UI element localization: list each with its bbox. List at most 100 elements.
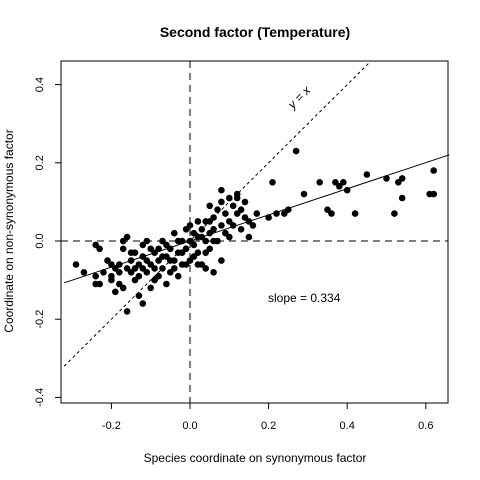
data-point bbox=[123, 308, 131, 315]
y-axis-label: Coordinate on non-synonymous factor bbox=[2, 129, 16, 332]
data-point bbox=[178, 249, 186, 256]
data-point bbox=[171, 229, 178, 237]
data-point bbox=[226, 233, 233, 241]
data-point bbox=[218, 222, 225, 229]
y-axis: -0.4 -0.2 0.0 0.2 0.4 bbox=[34, 77, 61, 407]
data-point bbox=[218, 186, 225, 194]
data-point bbox=[210, 226, 217, 233]
data-point bbox=[265, 214, 272, 221]
data-point bbox=[190, 253, 198, 260]
data-point bbox=[328, 210, 335, 217]
data-point bbox=[241, 198, 249, 206]
data-point bbox=[363, 171, 371, 178]
data-point bbox=[182, 261, 190, 268]
data-point bbox=[186, 222, 194, 229]
data-point bbox=[139, 253, 147, 260]
data-point bbox=[218, 198, 225, 206]
data-point bbox=[214, 206, 221, 213]
data-point bbox=[222, 210, 229, 217]
data-point bbox=[112, 265, 119, 272]
data-point bbox=[147, 245, 154, 253]
data-point bbox=[292, 147, 300, 155]
data-point bbox=[316, 179, 324, 186]
data-point bbox=[210, 237, 217, 245]
data-point bbox=[135, 292, 143, 300]
data-point bbox=[343, 186, 351, 194]
data-point bbox=[159, 253, 166, 260]
data-point bbox=[398, 194, 406, 202]
data-point bbox=[194, 218, 202, 225]
data-point bbox=[155, 245, 162, 253]
data-point bbox=[171, 265, 178, 272]
data-point bbox=[190, 241, 198, 249]
y-tick-label: 0.4 bbox=[34, 77, 46, 92]
data-point bbox=[198, 226, 206, 233]
data-point bbox=[351, 210, 359, 217]
data-point bbox=[198, 233, 206, 241]
slope-annotation: slope = 0.334 bbox=[268, 291, 341, 305]
data-point bbox=[127, 257, 135, 264]
data-point bbox=[245, 233, 253, 241]
data-point bbox=[123, 265, 131, 272]
data-point bbox=[340, 179, 347, 186]
data-point bbox=[72, 261, 80, 268]
data-point bbox=[119, 284, 127, 292]
data-point bbox=[229, 202, 237, 210]
data-point bbox=[100, 269, 107, 276]
y-tick-label: 0.2 bbox=[34, 155, 46, 170]
x-tick-label: 0.4 bbox=[340, 420, 355, 432]
data-point bbox=[233, 190, 241, 198]
data-point bbox=[167, 257, 174, 264]
data-point bbox=[174, 237, 182, 245]
data-point bbox=[143, 237, 151, 245]
data-point bbox=[218, 257, 225, 264]
data-point bbox=[202, 249, 209, 256]
data-point bbox=[139, 300, 147, 307]
data-point bbox=[123, 233, 131, 241]
data-point bbox=[245, 218, 253, 225]
data-point bbox=[285, 206, 292, 213]
y-tick-label: -0.2 bbox=[34, 310, 46, 329]
y-tick-label: -0.4 bbox=[34, 388, 46, 407]
data-point bbox=[273, 210, 280, 217]
data-point bbox=[80, 269, 88, 276]
x-axis: -0.2 0.0 0.2 0.4 0.6 bbox=[102, 403, 433, 432]
identity-line-label: y = x bbox=[284, 83, 313, 112]
data-point bbox=[206, 218, 213, 225]
data-point bbox=[131, 265, 139, 272]
identity-line bbox=[63, 60, 372, 367]
data-points bbox=[72, 147, 438, 315]
data-point bbox=[391, 210, 398, 217]
data-point bbox=[383, 175, 390, 182]
data-point bbox=[143, 257, 151, 264]
data-point bbox=[108, 276, 115, 284]
x-tick-label: 0.0 bbox=[182, 420, 197, 432]
data-point bbox=[226, 194, 233, 202]
data-point bbox=[206, 202, 213, 210]
data-point bbox=[163, 241, 170, 249]
data-point bbox=[430, 190, 438, 198]
data-point bbox=[430, 167, 438, 174]
data-point bbox=[194, 261, 202, 268]
data-point bbox=[163, 280, 170, 288]
data-point bbox=[112, 288, 119, 296]
data-point bbox=[92, 272, 99, 280]
data-point bbox=[96, 245, 103, 253]
x-tick-label: -0.2 bbox=[102, 420, 121, 432]
data-point bbox=[147, 284, 154, 292]
x-tick-label: 0.6 bbox=[418, 420, 433, 432]
chart-title: Second factor (Temperature) bbox=[160, 24, 350, 40]
plot-frame bbox=[60, 60, 449, 404]
data-point bbox=[398, 175, 406, 182]
data-point bbox=[96, 280, 103, 288]
reference-lines bbox=[61, 61, 448, 403]
data-point bbox=[202, 265, 209, 272]
data-point bbox=[249, 222, 257, 229]
data-point bbox=[210, 269, 217, 276]
data-point bbox=[300, 190, 308, 198]
data-point bbox=[151, 265, 158, 272]
x-axis-label: Species coordinate on synonymous factor bbox=[144, 451, 367, 465]
data-point bbox=[119, 245, 127, 253]
data-point bbox=[131, 249, 139, 256]
